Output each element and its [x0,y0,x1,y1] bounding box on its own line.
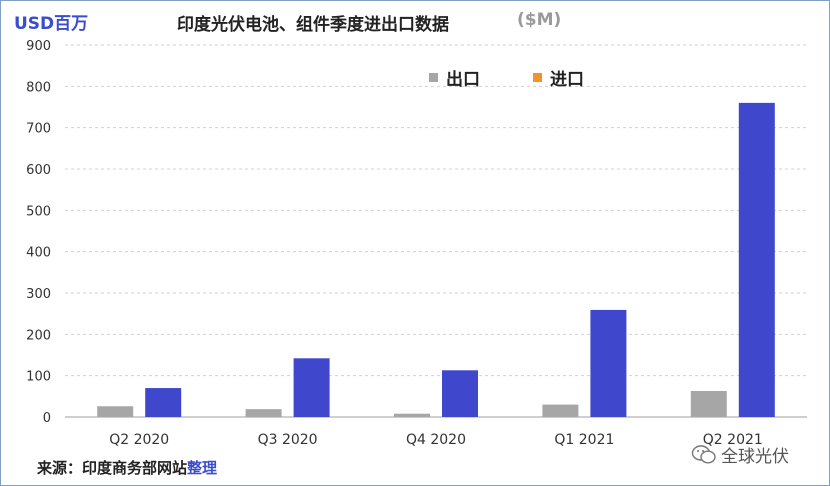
bar-import [442,370,478,417]
legend-item-import: 进口 [533,65,584,90]
y-tick-label: 900 [26,39,51,54]
bars [97,102,775,417]
x-tick-label: Q2 2020 [109,432,169,448]
y-tick-label: 100 [26,370,51,385]
x-axis-ticks: Q2 2020 Q3 2020 Q4 2020 Q1 2021 Q2 2021 [109,432,763,448]
chart-title: 印度光伏电池、组件季度进出口数据 [177,15,449,35]
x-tick-label: Q4 2020 [406,432,466,448]
bar-export [394,413,430,417]
legend-item-export: 出口 [429,65,480,90]
bar-import [145,388,182,417]
x-tick-label: Q2 2021 [703,432,763,448]
legend-swatch-export [429,73,438,82]
y-axis-ticks: 0 100 200 300 400 500 600 700 800 900 [26,39,51,426]
y-tick-label: 200 [26,328,51,343]
unit-label: USD百万 [14,14,89,34]
watermark: 全球光伏 [691,442,789,467]
bar-import [590,309,627,417]
y-tick-label: 400 [26,246,51,261]
bar-import [738,102,775,417]
bar-export [245,409,282,417]
title-unit: ($M) [517,10,562,30]
source-note: 来源：印度商务部网站整理 [37,457,217,478]
y-tick-label: 0 [43,411,51,426]
bar-import [293,358,330,417]
y-tick-label: 500 [26,204,51,219]
bar-export [690,390,727,417]
legend-label-import: 进口 [550,70,584,90]
wechat-icon [691,444,716,464]
y-tick-label: 800 [26,80,51,95]
bar-export [97,406,134,417]
y-tick-label: 600 [26,163,51,178]
y-tick-label: 300 [26,287,51,302]
gridlines [65,44,807,418]
bar-export [542,404,579,417]
x-tick-label: Q3 2020 [258,432,318,448]
legend-label-export: 出口 [446,70,480,90]
source-text: 来源：印度商务部网站 [37,459,188,477]
legend-swatch-import [533,73,542,82]
watermark-text: 全球光伏 [721,447,789,467]
source-link[interactable]: 整理 [187,459,218,477]
x-tick-label: Q1 2021 [554,432,614,448]
y-tick-label: 700 [26,122,51,137]
